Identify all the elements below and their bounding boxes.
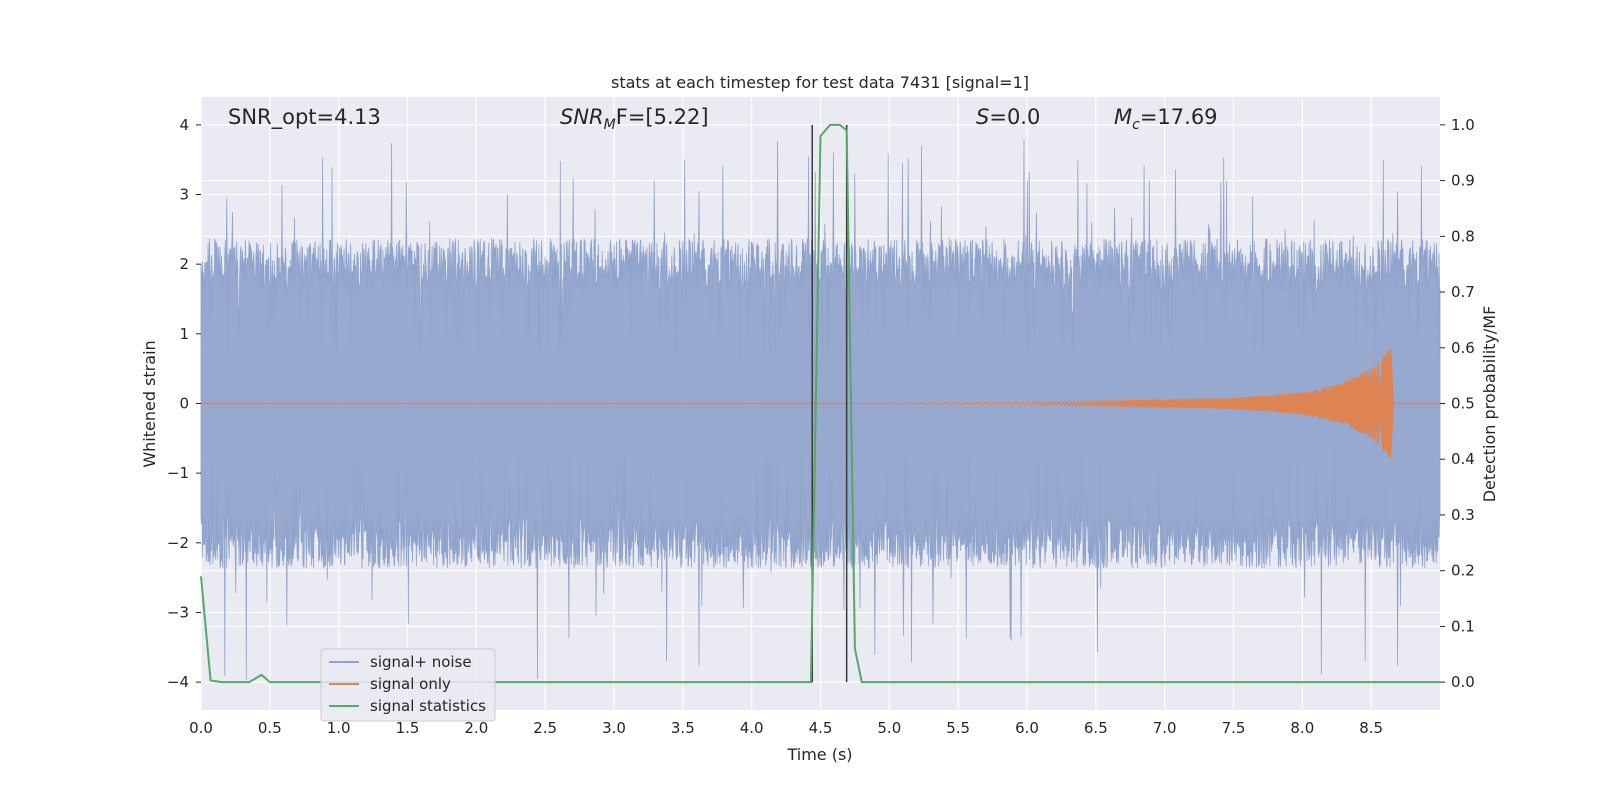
annotation-snr-mf: SNRMF=[5.22] <box>560 105 709 133</box>
x-tick-label-1: 0.5 <box>258 719 282 737</box>
legend: signal+ noise signal only signal statist… <box>320 648 496 722</box>
y-left-tick-labels: −4 −3 −2 −1 0 1 2 3 4 <box>167 116 201 691</box>
y-right-tick-label-3: 0.3 <box>1451 506 1475 524</box>
y-left-tick-label-0: −4 <box>167 673 189 691</box>
annotation-mc-tail: =17.69 <box>1140 105 1218 129</box>
y-right-axis-label: Detection probability/MF <box>1480 306 1499 503</box>
x-tick-label-8: 4.0 <box>740 719 764 737</box>
annotation-mc-main: M <box>1114 105 1132 129</box>
y-right-tick-label-10: 1.0 <box>1451 116 1475 134</box>
y-right-tick-label-8: 0.8 <box>1451 227 1475 245</box>
y-right-tick-labels: 0.0 0.1 0.2 0.3 0.4 0.5 0.6 0.7 0.8 0.9 1.0 <box>1440 116 1475 691</box>
signal-statistics-line <box>200 123 1440 684</box>
y-right-tick-label-0: 0.0 <box>1451 673 1475 691</box>
x-tick-label-17: 8.5 <box>1359 719 1383 737</box>
y-right-tick-label-5: 0.5 <box>1451 395 1475 413</box>
annotation-s: S=0.0 <box>976 105 1040 129</box>
x-tick-labels: 0.0 0.5 1.0 1.5 2.0 2.5 3.0 3.5 4.0 4.5 5.0 5.5 6.0 6… <box>189 719 1383 737</box>
y-left-tick-label-2: −2 <box>167 534 189 552</box>
x-tick-label-13: 6.5 <box>1084 719 1108 737</box>
legend-label-signal-statistics: signal statistics <box>370 697 486 715</box>
y-right-tick-label-2: 0.2 <box>1451 562 1475 580</box>
x-tick-label-9: 4.5 <box>809 719 833 737</box>
legend-label-signal-only: signal only <box>370 675 451 693</box>
y-left-tick-label-4: 0 <box>179 395 189 413</box>
x-tick-label-10: 5.0 <box>877 719 901 737</box>
y-left-tick-label-5: 1 <box>179 325 189 343</box>
x-tick-label-3: 1.5 <box>396 719 420 737</box>
annotation-mc: Mc=17.69 <box>1114 105 1218 133</box>
x-tick-label-16: 8.0 <box>1290 719 1314 737</box>
x-tick-label-7: 3.5 <box>671 719 695 737</box>
y-left-axis-label: Whitened strain <box>140 340 159 467</box>
x-tick-label-2: 1.0 <box>327 719 351 737</box>
x-tick-label-0: 0.0 <box>189 719 213 737</box>
legend-label-signal-noise: signal+ noise <box>370 653 472 671</box>
y-right-tick-label-9: 0.9 <box>1451 172 1475 190</box>
signal-statistics-series <box>200 123 1440 684</box>
annotation-snr-mf-tail: F=[5.22] <box>616 105 709 129</box>
legend-box <box>320 648 496 722</box>
x-axis-label: Time (s) <box>786 745 852 764</box>
x-tick-label-4: 2.0 <box>464 719 488 737</box>
y-right-tick-label-4: 0.4 <box>1451 450 1475 468</box>
y-left-tick-label-8: 4 <box>179 116 189 134</box>
y-left-tick-label-3: −1 <box>167 464 189 482</box>
y-right-tick-label-7: 0.7 <box>1451 283 1475 301</box>
annotation-snr-opt: SNR_opt=4.13 <box>228 105 381 130</box>
x-tick-label-14: 7.0 <box>1153 719 1177 737</box>
annotation-snr-mf-main: SNR <box>560 105 604 129</box>
x-tick-label-12: 6.0 <box>1015 719 1039 737</box>
x-tick-label-6: 3.0 <box>602 719 626 737</box>
annotation-s-main: S <box>976 105 989 129</box>
y-right-tick-label-1: 0.1 <box>1451 617 1475 635</box>
x-tick-label-15: 7.5 <box>1222 719 1246 737</box>
x-tick-label-11: 5.5 <box>946 719 970 737</box>
y-left-tick-label-7: 3 <box>179 186 189 204</box>
y-right-tick-label-6: 0.6 <box>1451 339 1475 357</box>
y-left-tick-label-1: −3 <box>167 603 189 621</box>
annotation-s-tail: =0.0 <box>989 105 1040 129</box>
annotation-snr-mf-sub: M <box>604 117 616 133</box>
x-tick-label-5: 2.5 <box>533 719 557 737</box>
y-left-tick-label-6: 2 <box>179 255 189 273</box>
signal-only-series <box>201 348 1440 459</box>
chart-title: stats at each timestep for test data 743… <box>611 73 1029 92</box>
annotation-mc-sub: c <box>1132 117 1140 133</box>
signal-only-line <box>846 348 1394 459</box>
